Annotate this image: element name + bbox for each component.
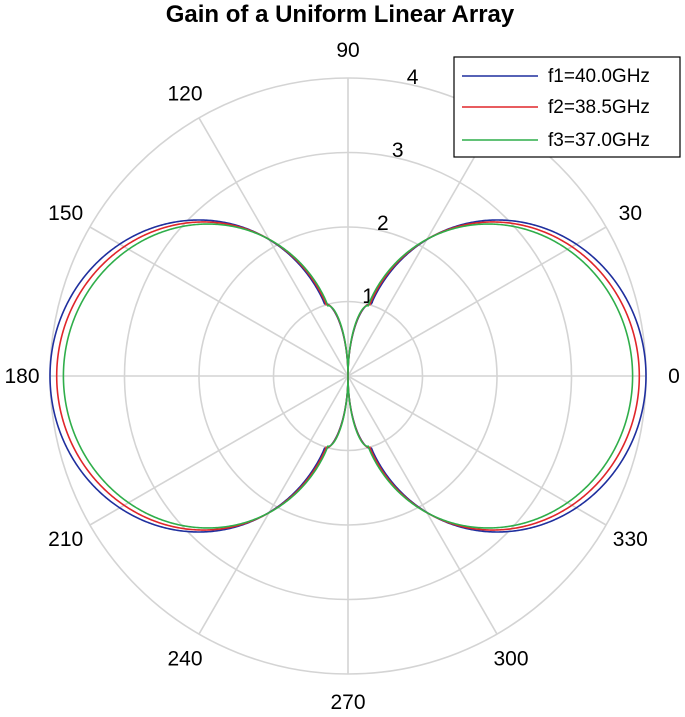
grid-spoke-240 <box>198 375 349 635</box>
theta-tick-label: 150 <box>48 202 83 225</box>
theta-tick-label: 330 <box>613 528 648 551</box>
theta-tick-label: 90 <box>336 39 359 62</box>
legend-label-f3: f3=37.0GHz <box>548 130 650 151</box>
theta-tick-label: 270 <box>330 691 365 714</box>
theta-tick-label: 180 <box>4 365 39 388</box>
theta-tick-label: 240 <box>167 647 202 670</box>
theta-tick-label: 210 <box>48 528 83 551</box>
theta-tick-labels: 0 30 90 120 150 180 210 240 270 300 330 <box>4 39 679 714</box>
series-line-3 <box>62 223 634 529</box>
grid-spoke-60 <box>347 117 498 377</box>
radial-tick-label: 4 <box>407 66 419 89</box>
radial-tick-label: 2 <box>377 212 389 235</box>
grid-spoke-150 <box>89 226 349 377</box>
grid-spoke-30 <box>347 226 607 377</box>
grid-spoke-330 <box>347 375 607 526</box>
radial-tick-label: 3 <box>392 139 404 162</box>
legend: f1=40.0GHz f2=38.5GHz f3=37.0GHz <box>453 56 681 158</box>
radial-tick-label: 1 <box>362 285 374 308</box>
theta-tick-label: 120 <box>167 83 202 106</box>
legend-label-f1: f1=40.0GHz <box>548 66 650 87</box>
legend-label-f2: f2=38.5GHz <box>548 97 650 118</box>
chart-title: Gain of a Uniform Linear Array <box>166 1 515 28</box>
radial-tick-labels: 1 2 3 4 <box>362 66 419 308</box>
theta-tick-label: 30 <box>619 202 642 225</box>
theta-tick-label: 0 <box>668 365 680 388</box>
grid-spoke-210 <box>89 375 349 526</box>
grid-spoke-120 <box>198 117 349 377</box>
theta-tick-label: 300 <box>493 647 528 670</box>
grid-spoke-300 <box>347 375 498 635</box>
series-lines <box>49 219 647 533</box>
